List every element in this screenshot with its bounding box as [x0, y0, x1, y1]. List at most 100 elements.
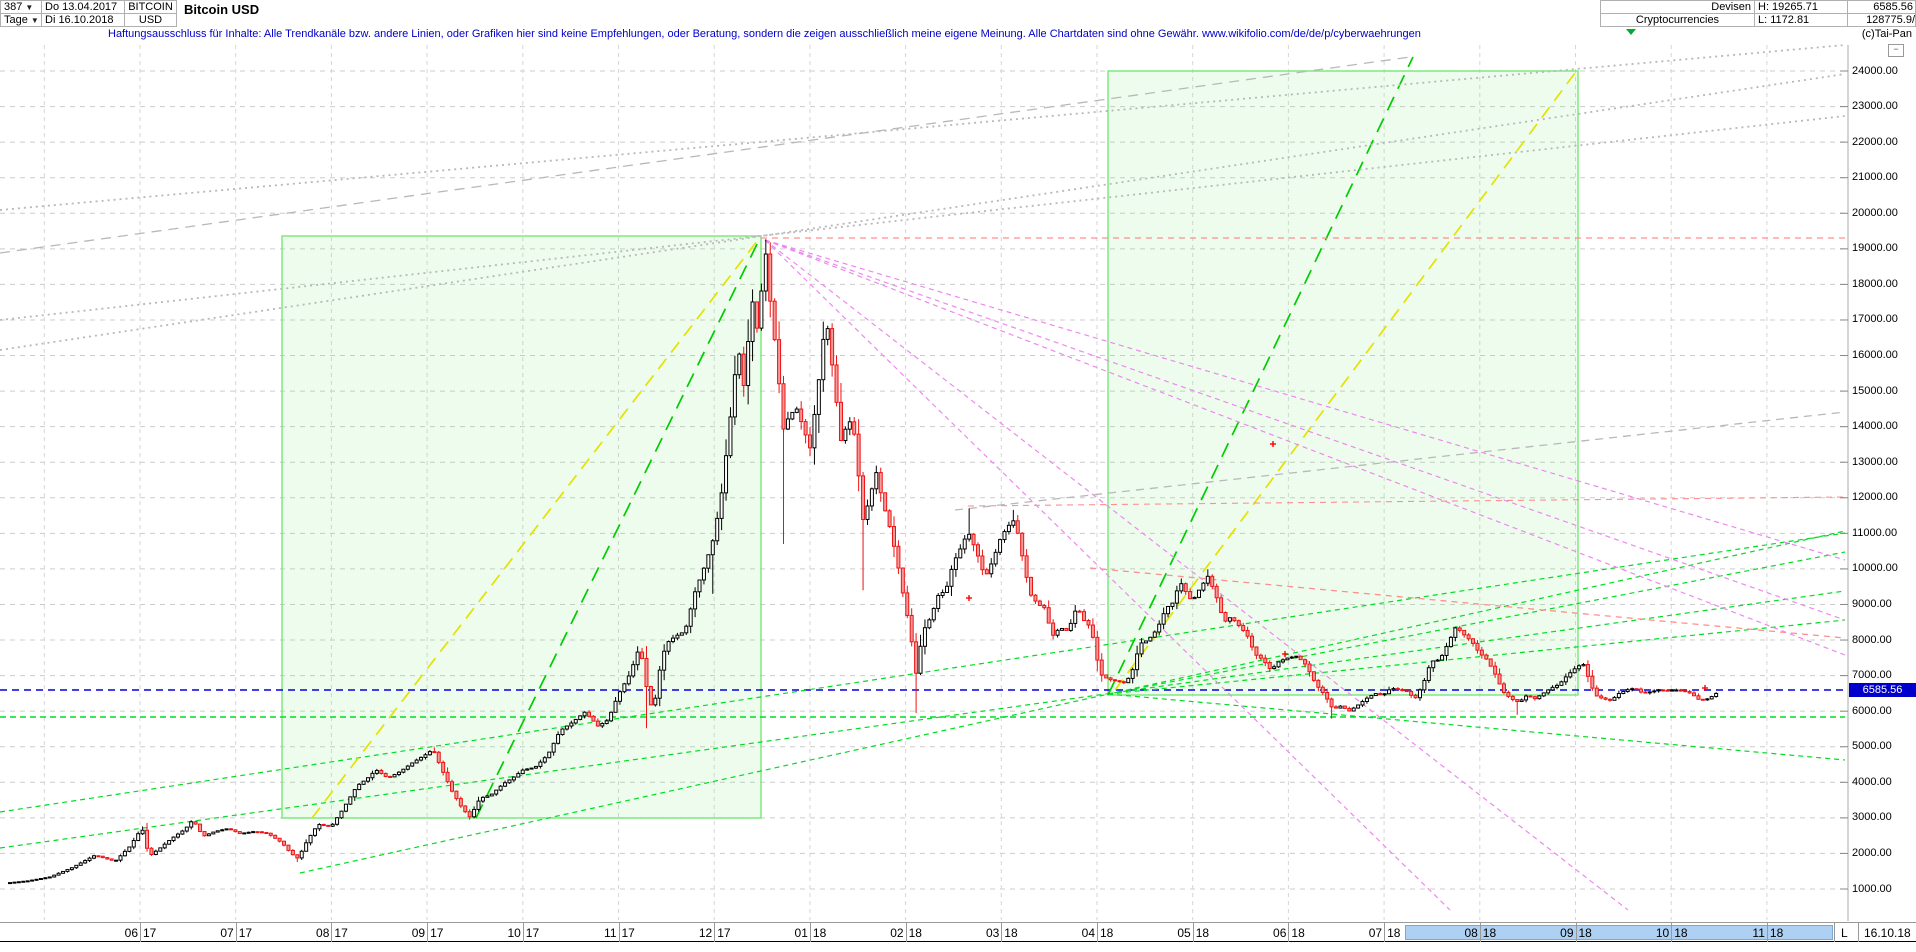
candle-body	[1643, 691, 1648, 694]
candle-body	[87, 857, 92, 862]
candle-body	[246, 831, 251, 834]
candle-body	[617, 691, 622, 702]
candle-body	[975, 544, 980, 557]
candle-body	[1546, 689, 1551, 694]
candle-body	[153, 850, 158, 855]
candle-body	[330, 823, 335, 827]
candle-body	[1360, 700, 1365, 706]
time-axis-tick	[1384, 923, 1386, 942]
candle-body	[268, 832, 273, 836]
collapse-panel-button[interactable]: −	[1888, 44, 1904, 57]
candle-body	[1347, 707, 1352, 712]
candle-body	[962, 538, 967, 550]
date-from-field[interactable]: Do 13.04.2017	[41, 0, 125, 14]
candle-body	[790, 411, 795, 420]
candle-body	[693, 591, 698, 610]
candle-body	[883, 492, 888, 512]
candle-body	[777, 339, 782, 385]
period-dropdown[interactable]: Tage ▼	[0, 13, 42, 27]
candle-body	[1294, 655, 1299, 658]
price-axis-label: 3000.00	[1852, 811, 1892, 824]
candle-body	[724, 455, 729, 494]
candle-body	[136, 833, 141, 842]
time-axis-year: 18	[1482, 926, 1497, 940]
time-axis-tick	[1766, 923, 1768, 942]
candle-body	[233, 829, 238, 833]
time-axis-month: 10	[507, 926, 521, 940]
candle-body	[799, 408, 804, 423]
candle-body	[184, 826, 189, 832]
candle-body	[1285, 657, 1290, 661]
candle-body	[1325, 691, 1330, 700]
candle-body	[595, 720, 600, 727]
trendline	[311, 235, 762, 819]
candle-body	[65, 869, 70, 872]
candle-body	[43, 877, 48, 880]
candle-body	[1121, 681, 1126, 684]
candle-body	[1599, 695, 1604, 699]
candle-body	[825, 328, 830, 340]
date-to-field[interactable]: Di 16.10.2018	[41, 13, 125, 27]
candle-body	[1077, 610, 1082, 613]
price-axis-label: 20000.00	[1852, 206, 1898, 219]
candle-body	[1223, 612, 1228, 622]
chevron-down-icon: ▼	[25, 2, 34, 12]
candle-body	[1369, 695, 1374, 699]
highlighted-period[interactable]	[1405, 925, 1833, 940]
candle-body	[1015, 520, 1020, 534]
time-axis-tick	[1097, 923, 1098, 942]
candle-body	[361, 780, 366, 785]
trendline	[299, 530, 1846, 874]
price-axis-label: 14000.00	[1852, 420, 1898, 433]
candle-body	[763, 253, 768, 292]
time-axis-tick	[522, 923, 524, 942]
trendline	[0, 590, 1846, 849]
price-axis-label: 17000.00	[1852, 313, 1898, 326]
candle-body	[900, 567, 905, 594]
candle-body	[1462, 629, 1467, 636]
candle-body	[1126, 677, 1131, 684]
candle-body	[715, 517, 720, 542]
candle-body	[1705, 698, 1710, 701]
candle-body	[838, 401, 843, 442]
trendline	[764, 239, 1846, 621]
candle-body	[830, 328, 835, 366]
candle-body	[1042, 604, 1047, 609]
bars-count-dropdown[interactable]: 387 ▼	[0, 0, 42, 14]
candle-body	[1422, 679, 1427, 691]
candle-body	[118, 855, 123, 861]
candle-body	[401, 768, 406, 773]
candle-body	[1382, 693, 1387, 696]
candle-body	[1356, 704, 1361, 709]
candle-body	[414, 759, 419, 764]
candle-body	[525, 768, 530, 771]
candle-body	[896, 545, 901, 569]
candle-body	[551, 742, 556, 753]
candle-body	[1555, 684, 1559, 688]
candle-body	[1404, 690, 1409, 693]
candle-body	[666, 641, 671, 652]
time-axis-year: 18	[908, 926, 922, 940]
candle-body	[613, 700, 618, 713]
candle-body	[105, 857, 110, 860]
candle-body	[1002, 531, 1007, 541]
candle-body	[1086, 620, 1091, 626]
price-axis-label: 23000.00	[1852, 100, 1898, 113]
candle-body	[189, 821, 194, 828]
candle-body	[644, 657, 649, 688]
time-axis: 06 17 07 17 08 17 09 17 10 17 11 17 12 17 01 18 02 18 03 18…	[0, 922, 1916, 942]
time-axis-tick	[1192, 923, 1194, 942]
candle-body	[162, 843, 167, 849]
candle-body	[1519, 699, 1524, 702]
session-high-label: H: 19265.71	[1754, 0, 1848, 14]
candle-body	[1139, 642, 1144, 655]
candle-body	[732, 374, 737, 418]
candle-body	[343, 803, 348, 812]
price-axis-label: 2000.00	[1852, 846, 1892, 859]
candle-body	[1113, 679, 1117, 682]
candle-body	[131, 840, 136, 848]
candle-body	[1351, 707, 1356, 712]
candle-body	[69, 867, 74, 871]
candle-body	[653, 697, 658, 706]
